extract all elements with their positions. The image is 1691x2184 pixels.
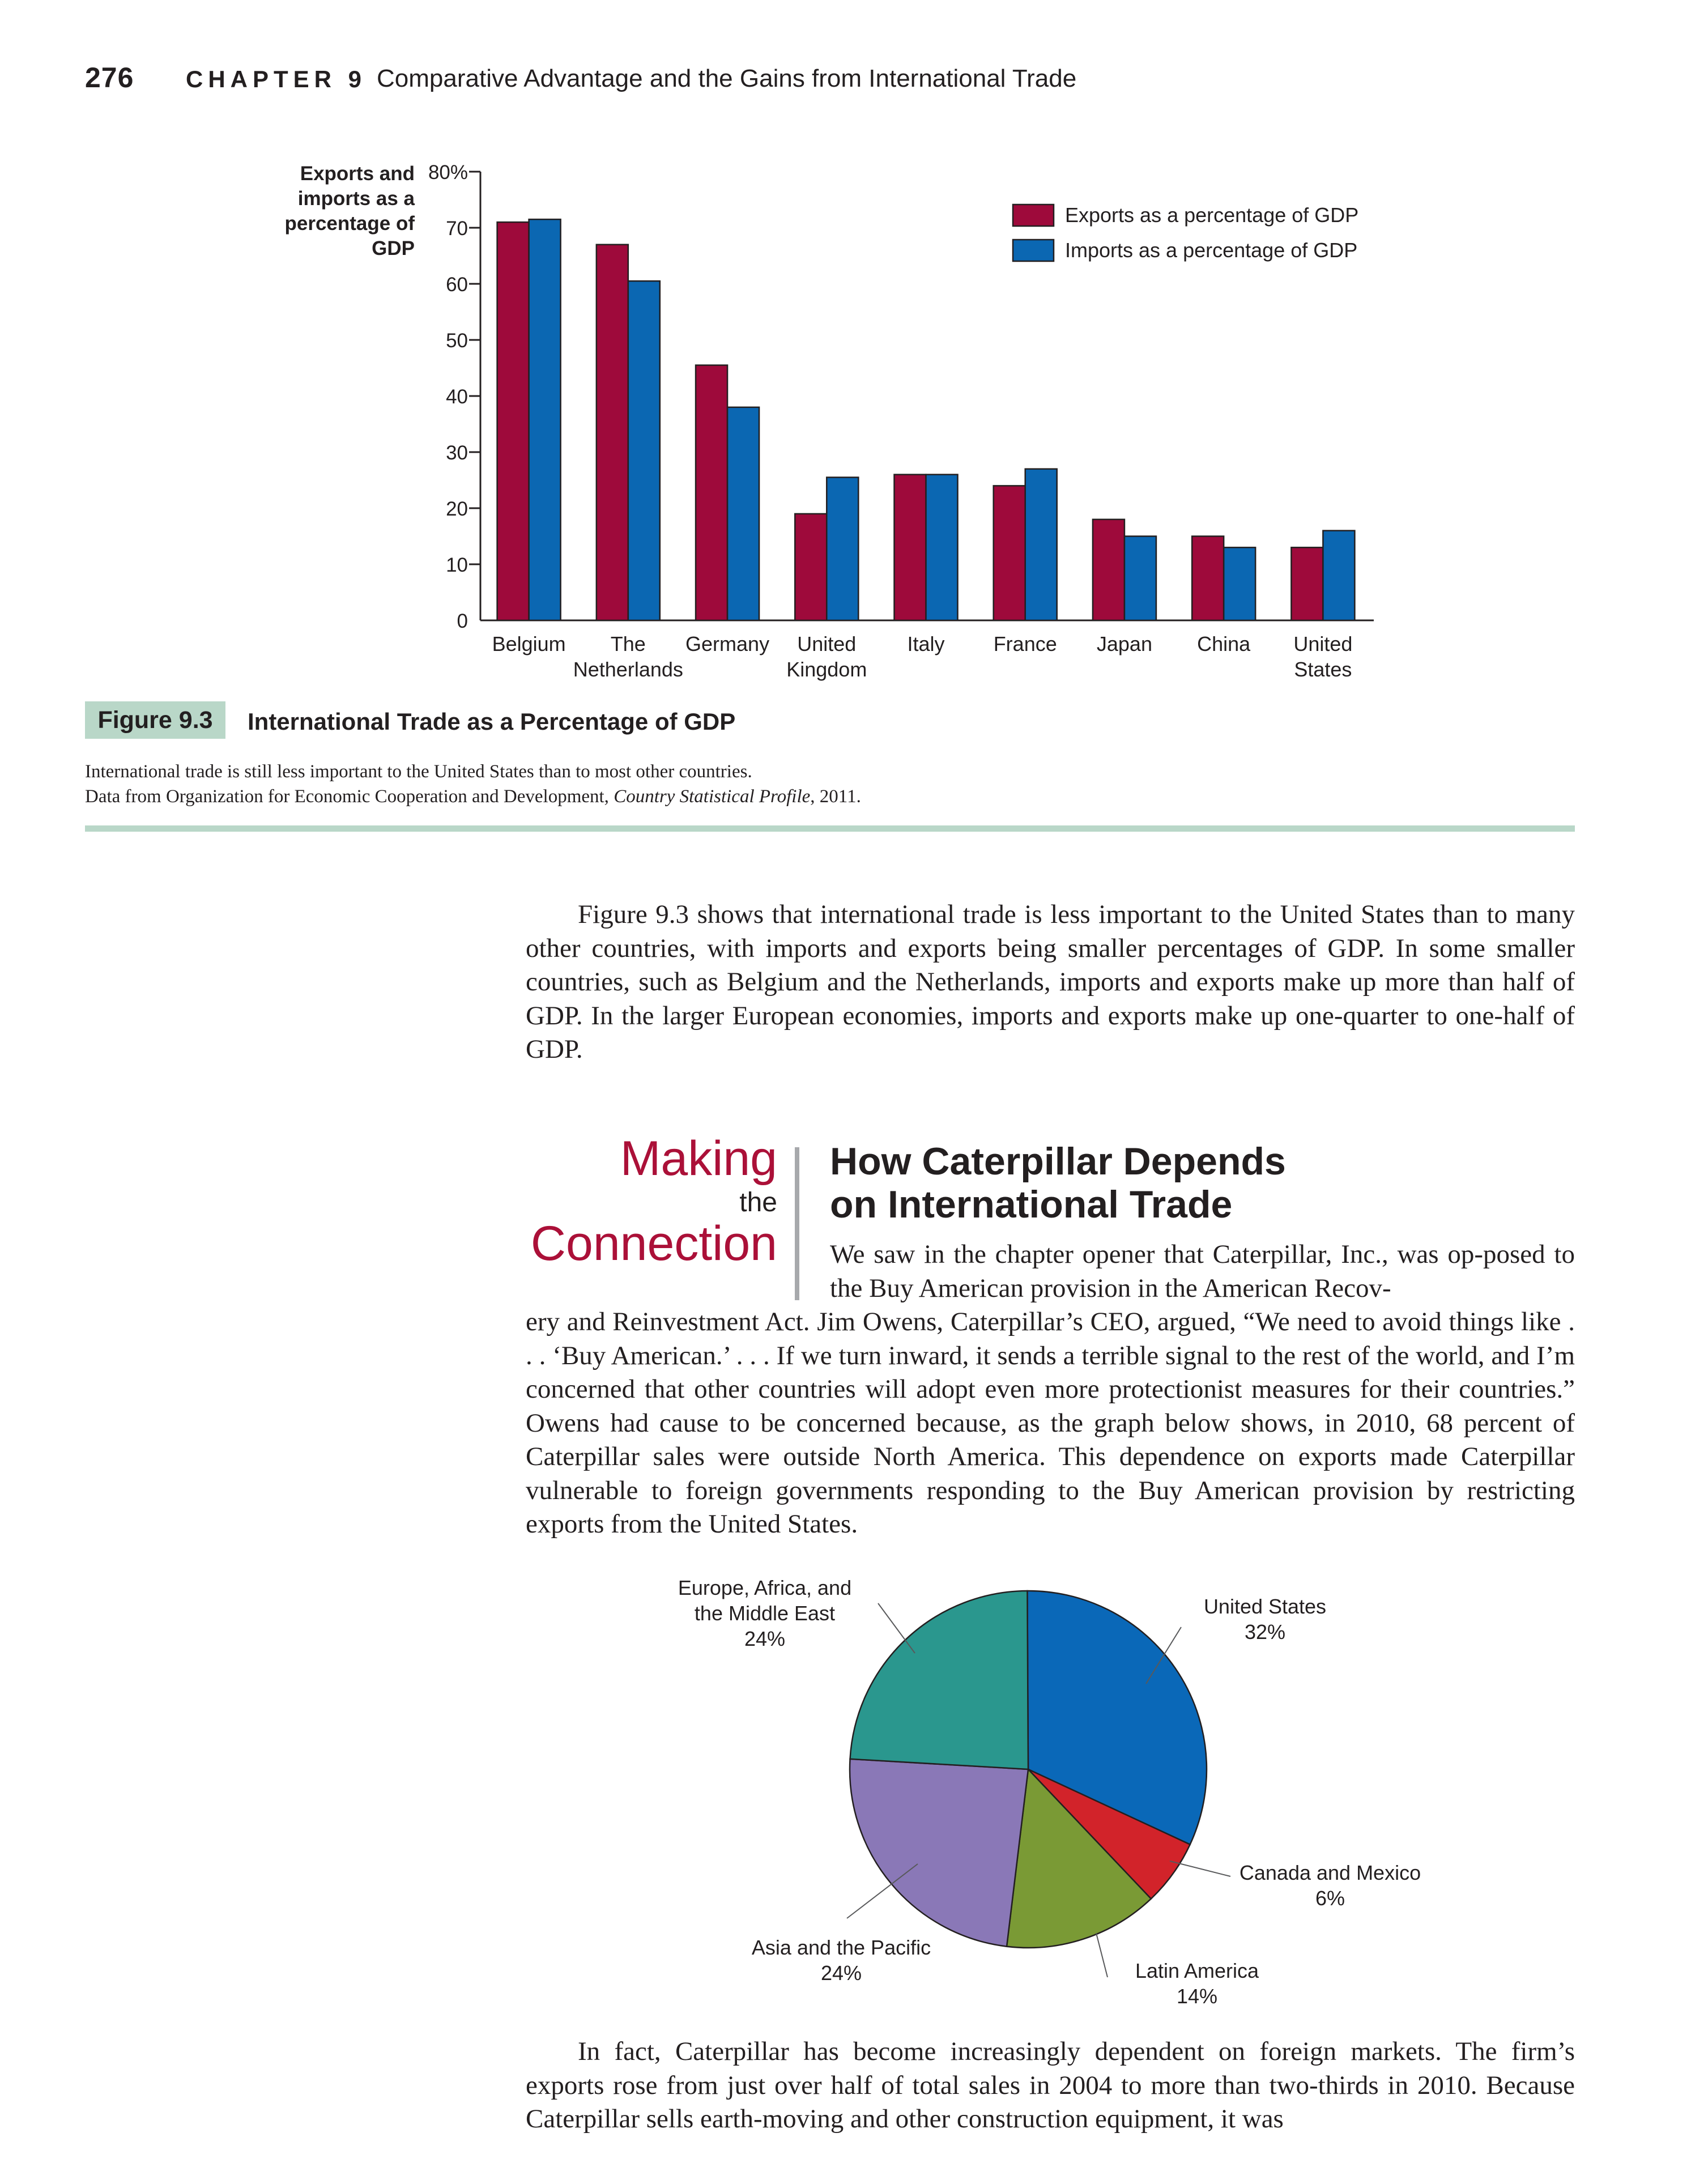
x-tick-label: United (1293, 632, 1352, 655)
y-tick-label: 50 (446, 330, 468, 352)
exports-bar (893, 474, 927, 621)
x-tick-label: Netherlands (573, 658, 683, 681)
mtc-making: Making (620, 1131, 777, 1186)
pie-percent: 14% (1177, 1985, 1217, 2008)
mtc-connection: Connection (530, 1216, 777, 1271)
legend-swatch (1012, 239, 1055, 262)
y-tick-label: 40 (446, 386, 468, 408)
legend-label: Exports as a percentage of GDP (1065, 203, 1358, 227)
chart-legend: Exports as a percentage of GDP Imports as… (1012, 203, 1358, 262)
pie-label: Latin America (1135, 1959, 1259, 1982)
pie-percent: 24% (821, 1961, 862, 1985)
y-tick-label: 80% (428, 161, 468, 184)
exports-bar (595, 244, 629, 621)
leader-line (846, 1863, 918, 1919)
asia-pacific-slice (849, 1758, 1029, 1948)
pie-label: Europe, Africa, and (678, 1576, 851, 1599)
leader-line (1169, 1861, 1231, 1877)
leader-line (878, 1603, 915, 1654)
imports-bar (627, 280, 661, 621)
mtc-divider (795, 1147, 799, 1300)
y-tick-label: 60 (446, 274, 468, 296)
imports-bar (1024, 468, 1058, 621)
exports-bar (695, 364, 729, 621)
mtc-the: the (739, 1187, 777, 1217)
us-slice (1026, 1590, 1208, 1846)
x-tick-label: Belgium (492, 632, 566, 655)
bar-series (496, 218, 1356, 621)
exports-bar (993, 485, 1026, 621)
y-tick-label: 20 (446, 498, 468, 520)
x-tick-label: States (1294, 658, 1352, 681)
x-tick-label: United (797, 632, 856, 655)
x-tick-label: The (611, 632, 646, 655)
figure-title: International Trade as a Percentage of G… (248, 708, 736, 735)
legend-swatch (1012, 203, 1055, 227)
canada-mexico-slice (1028, 1768, 1191, 1900)
imports-bar (1123, 535, 1157, 621)
imports-bar (1322, 530, 1356, 621)
y-axis-label-line: GDP (372, 237, 415, 259)
imports-bar (726, 406, 760, 621)
y-tick-label: 30 (446, 442, 468, 464)
imports-bar (826, 476, 859, 621)
pie-percent: 24% (744, 1627, 785, 1650)
pie-label: Asia and the Pacific (752, 1936, 931, 1959)
pie-label: Canada and Mexico (1240, 1861, 1421, 1884)
x-tick-label: Italy (907, 632, 944, 655)
x-tick-label: Kingdom (786, 658, 867, 681)
y-axis-label-line: Exports and (300, 163, 415, 185)
pie-label: the Middle East (695, 1602, 835, 1625)
leader-line (1096, 1932, 1108, 1978)
exports-bar (496, 221, 530, 621)
y-axis-label-line: imports as a (298, 188, 415, 210)
y-axis-label-line: percentage of (285, 212, 415, 235)
caption-line-1: International trade is still less import… (85, 761, 752, 782)
x-tick-label: China (1197, 632, 1251, 655)
imports-bar (925, 474, 959, 621)
caption-line-2: Data from Organization for Economic Coop… (85, 786, 861, 807)
legend-label: Imports as a percentage of GDP (1065, 239, 1357, 262)
pie-percent: 32% (1245, 1620, 1285, 1644)
exports-bar (1191, 535, 1225, 621)
body-paragraph-3: In fact, Caterpillar has become increasi… (526, 2037, 1575, 2134)
pie-percent: 6% (1315, 1887, 1345, 1910)
caption-rule (85, 825, 1575, 832)
y-tick-label: 10 (446, 554, 468, 576)
x-tick-label: Germany (685, 632, 769, 655)
body-paragraph-2-start: We saw in the chapter opener that Caterp… (830, 1240, 1575, 1303)
imports-bar (1223, 547, 1256, 621)
chapter-title: Comparative Advantage and the Gains from… (377, 65, 1077, 92)
body-paragraph-2: ery and Reinvestment Act. Jim Owens, Cat… (526, 1307, 1575, 1539)
leader-line (1145, 1627, 1182, 1684)
exports-bar (794, 513, 828, 621)
exports-bar (1290, 547, 1324, 621)
body-paragraph-1: Figure 9.3 shows that international trad… (526, 900, 1575, 1064)
exports-bar (1092, 518, 1126, 621)
figure-caption: International trade is still less import… (85, 759, 1218, 809)
imports-bar (528, 218, 561, 621)
source-title: Country Statistical Profile (614, 786, 811, 807)
latin-america-slice (1006, 1768, 1152, 1949)
figure-tag: Figure 9.3 (85, 701, 225, 739)
europe-africa-slice (849, 1590, 1029, 1770)
x-tick-label: Japan (1097, 632, 1152, 655)
pie-label: United States (1204, 1595, 1326, 1618)
y-tick-label: 0 (457, 610, 468, 632)
y-tick-label: 70 (446, 218, 468, 240)
page-number: 276 (85, 62, 134, 93)
pie-slices (849, 1590, 1208, 1949)
mtc-heading: How Caterpillar Depends on International… (830, 1140, 1286, 1226)
x-tick-label: France (994, 632, 1057, 655)
chapter-label: CHAPTER 9 (186, 66, 367, 92)
